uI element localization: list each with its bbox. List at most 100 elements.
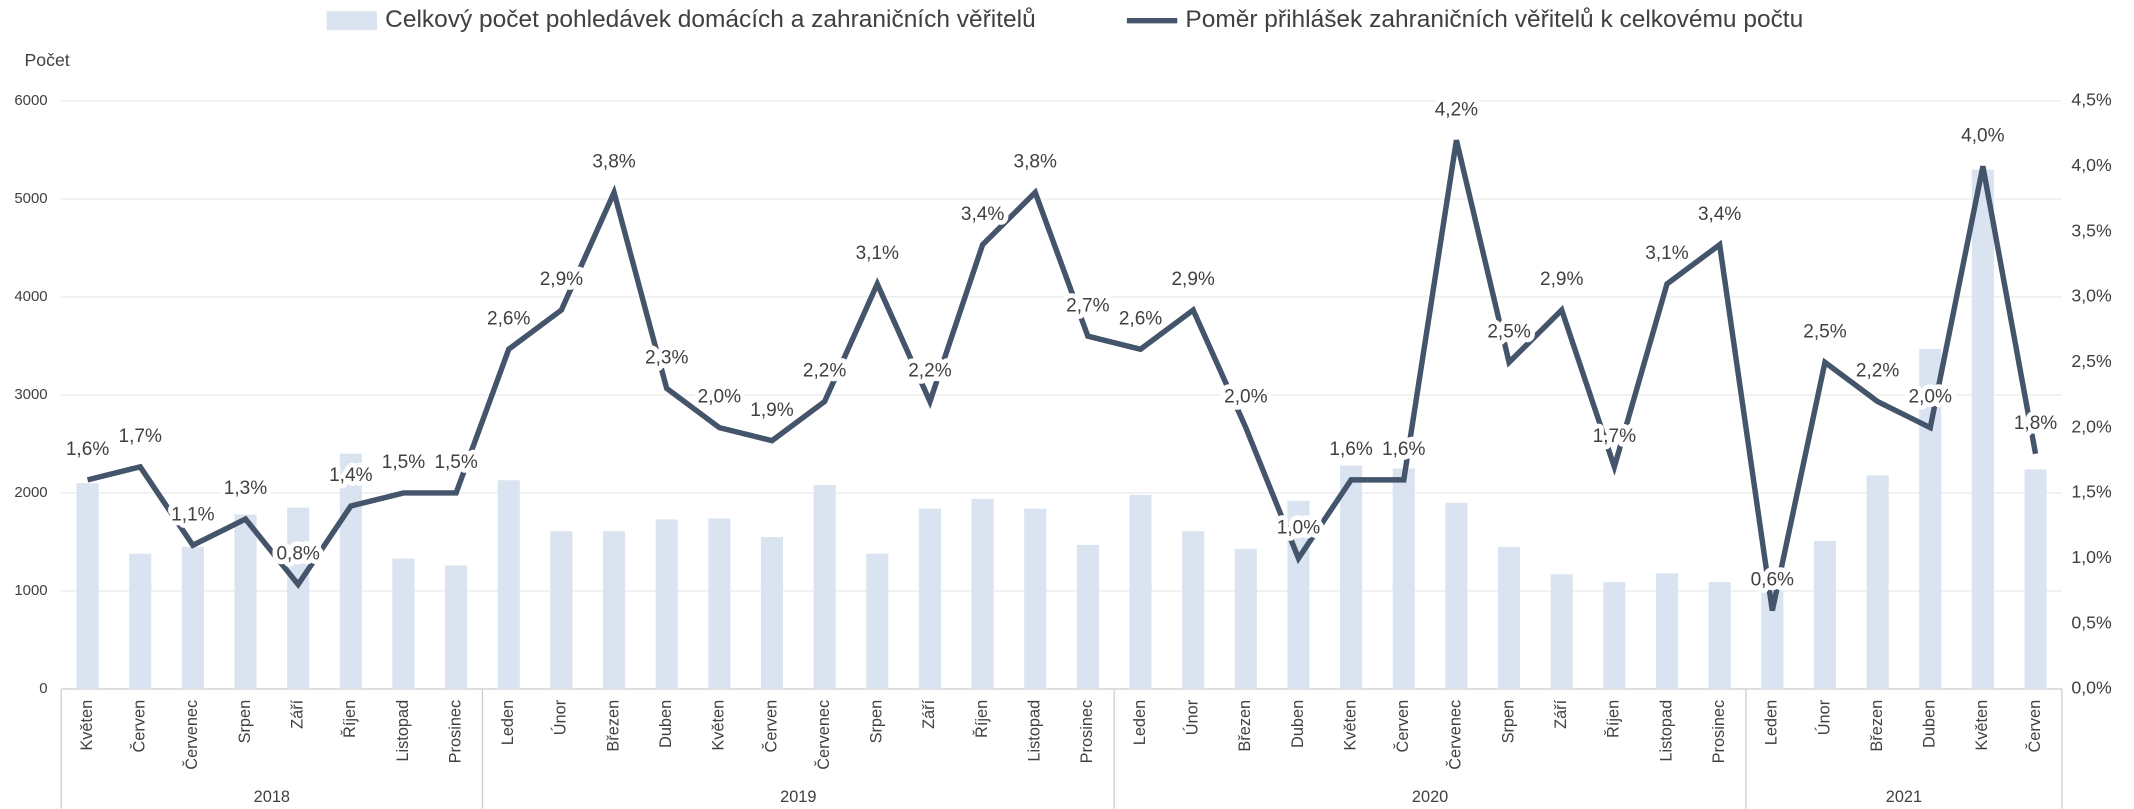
bar xyxy=(602,531,626,689)
data-label: 2,2% xyxy=(908,361,951,382)
bar xyxy=(287,507,310,689)
y2-tick-label: 1,0% xyxy=(2071,547,2112,567)
bar xyxy=(1919,348,1942,689)
x-tick-label: Září xyxy=(920,699,938,728)
data-label: 1,6% xyxy=(1329,439,1372,460)
y2-tick-label: 4,5% xyxy=(2071,90,2112,110)
bar xyxy=(708,518,731,689)
data-label: 2,9% xyxy=(540,269,583,290)
x-tick-label: Duben xyxy=(657,700,675,748)
x-tick-label: Červen xyxy=(1393,700,1412,753)
bar xyxy=(76,483,99,689)
data-label: 3,1% xyxy=(856,243,899,264)
data-label: 2,5% xyxy=(1487,321,1530,342)
x-tick-label: Červenec xyxy=(1446,700,1465,770)
data-label: 0,6% xyxy=(1751,570,1794,591)
data-label: 2,0% xyxy=(698,387,741,408)
bar xyxy=(813,485,836,689)
bar xyxy=(1340,465,1363,689)
data-label: 2,0% xyxy=(1909,387,1952,408)
data-label: 4,0% xyxy=(1961,125,2004,146)
bar xyxy=(866,553,889,689)
bar xyxy=(445,565,468,689)
bar xyxy=(1024,508,1047,689)
legend-label: Celkový počet pohledávek domácích a zahr… xyxy=(385,6,1036,33)
bar xyxy=(1971,169,1994,689)
y-tick-label: 6000 xyxy=(14,92,47,109)
bar xyxy=(1813,540,1837,689)
legend-swatch xyxy=(326,11,377,31)
y2-tick-label: 0,0% xyxy=(2071,678,2112,698)
data-label: 2,0% xyxy=(1224,387,1267,408)
x-tick-label: Listopad xyxy=(1657,700,1675,762)
x-tick-label: Leden xyxy=(1763,700,1781,745)
data-label: 1,3% xyxy=(224,478,267,499)
y-tick-label: 4000 xyxy=(14,288,47,305)
y-tick-label: 5000 xyxy=(14,190,47,207)
data-label: 0,8% xyxy=(276,544,319,565)
data-label: 3,4% xyxy=(1698,204,1741,225)
bar xyxy=(1655,573,1679,689)
data-label: 1,9% xyxy=(750,400,793,421)
data-label: 2,6% xyxy=(1119,308,1162,329)
data-label: 1,6% xyxy=(1382,439,1425,460)
data-label: 1,8% xyxy=(2014,413,2057,434)
bar xyxy=(2024,469,2047,689)
bar xyxy=(1392,468,1415,689)
x-tick-label: Březen xyxy=(1236,700,1254,752)
x-group-label: 2018 xyxy=(254,788,290,806)
bar xyxy=(1761,590,1784,689)
bar xyxy=(1603,582,1626,689)
y-tick-label: 2000 xyxy=(14,484,47,501)
x-tick-label: Červenec xyxy=(182,700,201,770)
bar xyxy=(1708,582,1731,689)
x-tick-label: Listopad xyxy=(394,700,412,762)
bar xyxy=(971,498,994,689)
bar xyxy=(1129,494,1152,689)
bar xyxy=(181,546,204,689)
x-tick-label: Srpen xyxy=(1499,700,1517,744)
y-axis-title: Počet xyxy=(24,50,69,70)
y2-tick-label: 3,5% xyxy=(2071,220,2112,240)
x-tick-label: Srpen xyxy=(868,700,886,744)
y2-tick-label: 2,5% xyxy=(2071,351,2112,371)
data-label: 2,2% xyxy=(1856,361,1899,382)
x-tick-label: Červenec xyxy=(814,700,833,770)
x-tick-label: Říjen xyxy=(340,700,359,738)
x-group-label: 2019 xyxy=(780,788,816,806)
y2-tick-label: 4,0% xyxy=(2071,155,2112,175)
data-label: 2,6% xyxy=(487,308,530,329)
y2-tick-label: 1,5% xyxy=(2071,482,2112,502)
bar xyxy=(1182,531,1205,689)
y2-tick-label: 3,0% xyxy=(2071,286,2112,306)
data-label: 2,2% xyxy=(803,361,846,382)
bar xyxy=(1550,574,1573,689)
bar xyxy=(1498,546,1521,689)
x-tick-label: Červen xyxy=(761,700,780,753)
bar xyxy=(339,453,362,689)
x-tick-label: Prosinec xyxy=(446,700,464,764)
data-label: 1,4% xyxy=(329,465,372,486)
x-tick-label: Říjen xyxy=(1604,700,1623,738)
data-label: 1,7% xyxy=(119,426,162,447)
x-tick-label: Duben xyxy=(1289,700,1307,748)
x-tick-label: Červen xyxy=(2025,700,2044,753)
bar xyxy=(760,537,784,689)
data-label: 2,7% xyxy=(1066,295,1109,316)
line xyxy=(86,139,2039,612)
x-tick-label: Únor xyxy=(1182,699,1201,735)
data-label: 3,4% xyxy=(961,204,1004,225)
data-label: 1,6% xyxy=(66,439,109,460)
bar xyxy=(392,558,415,689)
x-tick-label: Květen xyxy=(1341,700,1359,751)
data-label: 3,8% xyxy=(592,152,635,173)
x-tick-label: Srpen xyxy=(236,700,254,744)
x-tick-label: Září xyxy=(288,699,306,728)
legend-label: Poměr přihlášek zahraničních věřitelů k … xyxy=(1185,6,1803,33)
x-group-label: 2021 xyxy=(1886,788,1922,806)
x-tick-label: Únor xyxy=(551,699,570,735)
bar xyxy=(655,519,678,689)
x-tick-label: Červen xyxy=(130,700,149,753)
x-tick-label: Květen xyxy=(78,700,96,751)
bar xyxy=(1076,544,1099,689)
